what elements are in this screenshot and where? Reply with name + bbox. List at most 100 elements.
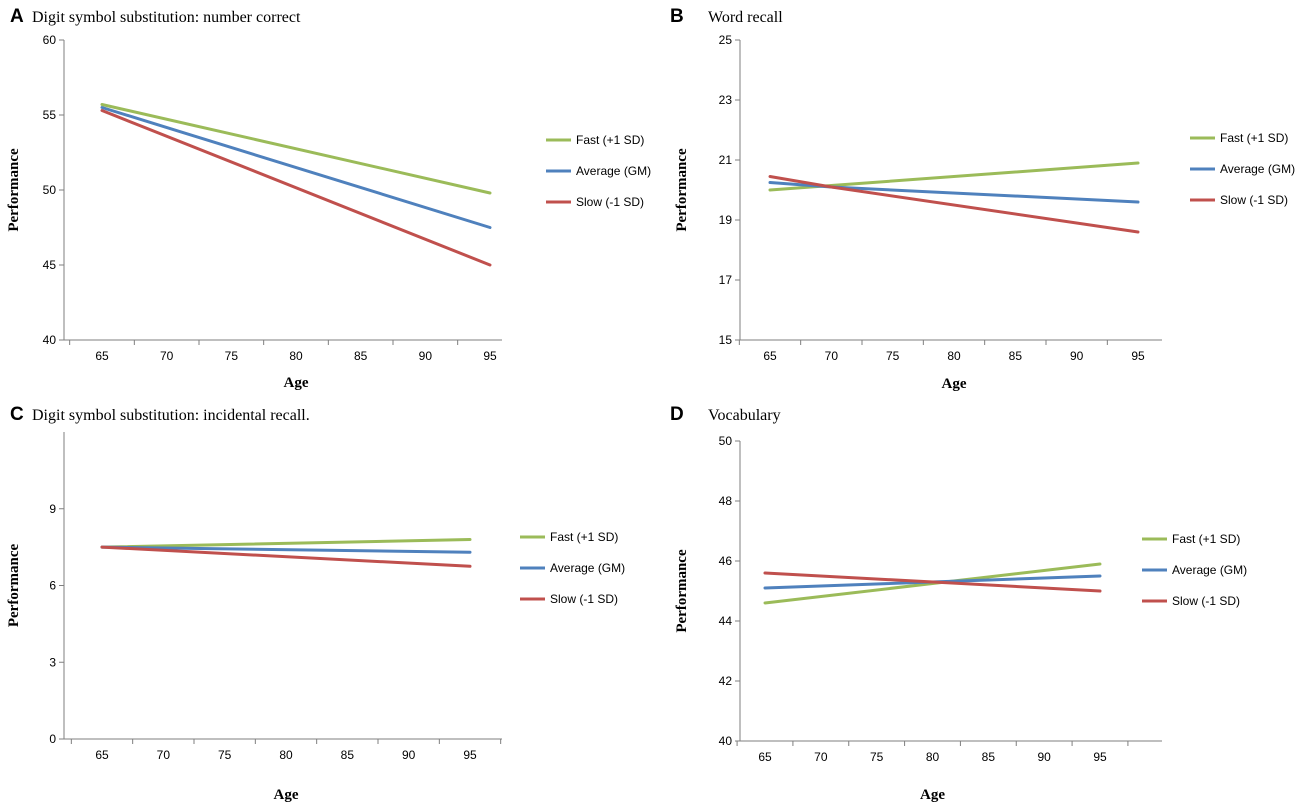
- panel-letter: B: [670, 6, 684, 27]
- y-tick-label: 23: [719, 93, 733, 107]
- legend-label: Average (GM): [1220, 162, 1295, 176]
- x-tick-label: 95: [483, 349, 497, 363]
- x-tick-label: 75: [870, 750, 884, 764]
- panel-letter: C: [10, 404, 24, 425]
- panel-d: D Vocabulary 40 42 44 46 48 50 65 70 75 80 85 90 95 Per…: [670, 404, 1247, 803]
- x-axis-label: Age: [942, 376, 967, 392]
- y-axis-label: Performance: [6, 148, 22, 232]
- legend-label: Fast (+1 SD): [550, 530, 618, 544]
- legend-label: Fast (+1 SD): [1220, 131, 1288, 145]
- x-tick-label: 90: [402, 748, 416, 762]
- y-tick-label: 6: [49, 579, 56, 593]
- x-tick-label: 95: [463, 748, 477, 762]
- y-tick-label: 46: [719, 554, 733, 568]
- legend-item: Fast (+1 SD): [520, 530, 618, 544]
- legend-item: Fast (+1 SD): [1190, 131, 1288, 145]
- legend-item: Average (GM): [1190, 162, 1295, 176]
- y-tick-label: 19: [719, 213, 733, 227]
- series-line-average-gm: [100, 106, 492, 229]
- legend-label: Average (GM): [576, 164, 651, 178]
- panel-letter: A: [10, 6, 24, 27]
- legend-item: Slow (-1 SD): [1190, 193, 1288, 207]
- x-axis-label: Age: [284, 375, 309, 391]
- y-tick-label: 50: [43, 183, 57, 197]
- y-tick-label: 45: [43, 258, 57, 272]
- y-axis-label: Performance: [6, 544, 22, 628]
- y-tick-label: 17: [719, 273, 733, 287]
- x-tick-label: 95: [1131, 349, 1145, 363]
- x-tick-label: 65: [95, 748, 109, 762]
- legend-label: Slow (-1 SD): [550, 592, 618, 606]
- x-tick-label: 80: [289, 349, 303, 363]
- series-line-slow-1-sd: [100, 109, 492, 267]
- legend-item: Slow (-1 SD): [1142, 594, 1240, 608]
- x-tick-label: 75: [886, 349, 900, 363]
- y-tick-label: 44: [719, 614, 733, 628]
- legend-item: Average (GM): [520, 561, 625, 575]
- x-tick-label: 80: [279, 748, 293, 762]
- panel-c: C Digit symbol substitution: incidental r…: [6, 404, 625, 803]
- legend-label: Slow (-1 SD): [1220, 193, 1288, 207]
- y-axis-label: Performance: [674, 549, 690, 633]
- legend-item: Average (GM): [546, 164, 651, 178]
- y-tick-label: 50: [719, 434, 733, 448]
- y-tick-label: 55: [43, 108, 57, 122]
- x-tick-label: 70: [160, 349, 174, 363]
- x-tick-label: 65: [95, 349, 109, 363]
- series-line-average-gm: [100, 545, 472, 554]
- series-line-slow-1-sd: [763, 571, 1102, 593]
- x-tick-label: 85: [1009, 349, 1023, 363]
- panel-letter: D: [670, 404, 684, 425]
- x-tick-label: 85: [341, 748, 355, 762]
- x-axis-label: Age: [920, 787, 945, 803]
- legend-label: Slow (-1 SD): [576, 195, 644, 209]
- x-tick-label: 75: [225, 349, 239, 363]
- x-tick-label: 80: [947, 349, 961, 363]
- series-line-slow-1-sd: [768, 175, 1140, 234]
- legend-label: Fast (+1 SD): [576, 133, 644, 147]
- y-tick-label: 42: [719, 674, 733, 688]
- legend-label: Fast (+1 SD): [1172, 532, 1240, 546]
- series-line-slow-1-sd: [100, 545, 472, 568]
- y-tick-label: 48: [719, 494, 733, 508]
- y-tick-label: 40: [43, 333, 57, 347]
- series-line-fast-1-sd: [100, 538, 472, 549]
- x-tick-label: 85: [982, 750, 996, 764]
- x-axis-label: Age: [274, 787, 299, 803]
- panel-b: B Word recall 15 17 19 21 23 25 65 70 75 80 85 90 95 Pe…: [670, 6, 1295, 392]
- x-tick-label: 85: [354, 349, 368, 363]
- y-tick-label: 9: [49, 502, 56, 516]
- y-axis-label: Performance: [674, 148, 690, 232]
- x-tick-label: 80: [926, 750, 940, 764]
- legend-label: Slow (-1 SD): [1172, 594, 1240, 608]
- chart-title: Word recall: [708, 9, 783, 26]
- x-tick-label: 90: [1037, 750, 1051, 764]
- legend-item: Fast (+1 SD): [1142, 532, 1240, 546]
- x-tick-label: 95: [1093, 750, 1107, 764]
- chart-title: Digit symbol substitution: incidental re…: [32, 407, 310, 424]
- chart-title: Vocabulary: [708, 407, 781, 424]
- legend-item: Slow (-1 SD): [546, 195, 644, 209]
- y-tick-label: 3: [49, 655, 56, 669]
- x-tick-label: 65: [763, 349, 777, 363]
- x-tick-label: 70: [825, 349, 839, 363]
- legend-item: Slow (-1 SD): [520, 592, 618, 606]
- x-tick-label: 75: [218, 748, 232, 762]
- legend-item: Average (GM): [1142, 563, 1247, 577]
- y-tick-label: 60: [43, 33, 57, 47]
- y-tick-label: 21: [719, 153, 733, 167]
- x-tick-label: 70: [814, 750, 828, 764]
- y-tick-label: 40: [719, 734, 733, 748]
- legend-label: Average (GM): [550, 561, 625, 575]
- y-tick-label: 0: [49, 732, 56, 746]
- chart-title: Digit symbol substitution: number correc…: [32, 9, 301, 26]
- panel-a: A Digit symbol substitution: number corre…: [6, 6, 651, 391]
- x-tick-label: 90: [419, 349, 433, 363]
- y-tick-label: 25: [719, 33, 733, 47]
- x-tick-label: 65: [758, 750, 772, 764]
- y-tick-label: 15: [719, 333, 733, 347]
- x-tick-label: 70: [157, 748, 171, 762]
- x-tick-label: 90: [1070, 349, 1084, 363]
- legend-label: Average (GM): [1172, 563, 1247, 577]
